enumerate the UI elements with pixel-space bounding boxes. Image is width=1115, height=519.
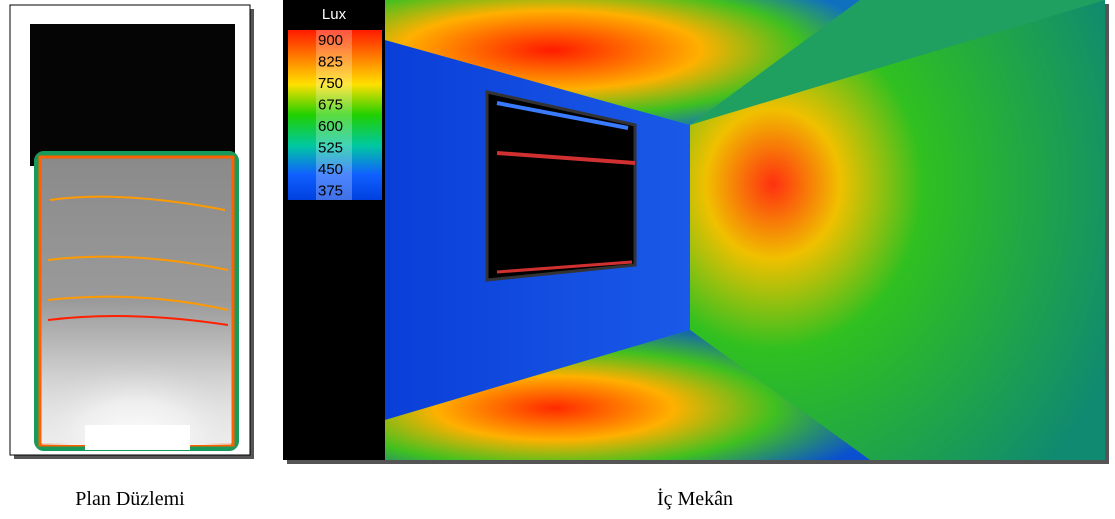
ceiling <box>385 0 860 125</box>
legend-label: 900 <box>318 32 343 49</box>
legend-label: 525 <box>318 139 343 156</box>
legend-bar <box>288 30 382 200</box>
legend-label: 825 <box>318 53 343 70</box>
legend-label: 750 <box>318 75 343 92</box>
right-wall <box>690 0 1105 460</box>
plan-light <box>42 320 231 445</box>
legend-label: 600 <box>318 118 343 135</box>
window-frame <box>496 101 629 130</box>
window-frame <box>496 260 633 274</box>
caption: Plan Düzlemi <box>75 488 185 510</box>
plan-contour <box>47 315 229 326</box>
plan-door <box>85 425 190 450</box>
window-frame <box>496 151 636 165</box>
plan-dark <box>30 24 235 166</box>
window <box>485 90 637 282</box>
legend-label: 450 <box>318 161 343 178</box>
legend-label-band <box>316 30 352 200</box>
caption: İç Mekân <box>657 487 733 510</box>
legend-label: 675 <box>318 96 343 113</box>
plan-contour <box>47 195 229 311</box>
legend-label: 375 <box>318 182 343 199</box>
legend-title: Lux <box>322 6 347 23</box>
legend-labels: 900 825 750 675 600 525 450 375 <box>318 32 343 200</box>
floor <box>385 330 870 460</box>
